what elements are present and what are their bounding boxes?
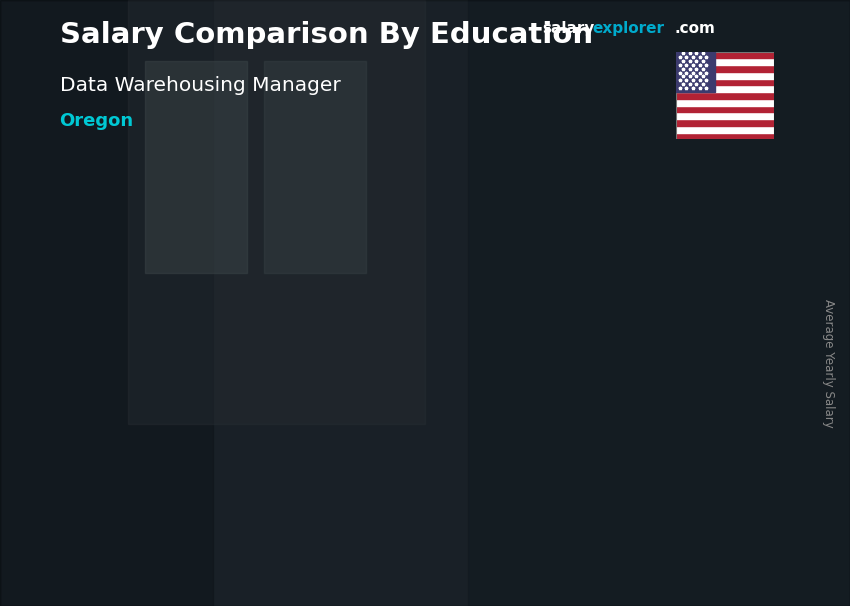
Bar (676, 52, 774, 58)
Bar (676, 92, 774, 99)
Text: Oregon: Oregon (60, 112, 133, 130)
Text: 171,000 USD: 171,000 USD (594, 257, 694, 272)
Text: Salary Comparison By Education: Salary Comparison By Education (60, 21, 592, 49)
Bar (676, 58, 774, 65)
Text: Data Warehousing Manager: Data Warehousing Manager (60, 76, 340, 95)
Bar (676, 112, 774, 119)
Bar (676, 85, 774, 92)
Bar (676, 99, 774, 105)
Polygon shape (110, 388, 225, 395)
Bar (676, 65, 774, 72)
Bar (676, 126, 774, 133)
Bar (598, 293, 690, 527)
Text: .com: .com (674, 21, 715, 36)
Bar (676, 79, 774, 85)
Polygon shape (354, 336, 469, 347)
Bar (468, 0, 850, 606)
Text: explorer: explorer (592, 21, 665, 36)
Bar (110, 395, 203, 527)
Polygon shape (203, 388, 225, 527)
Bar (676, 52, 715, 92)
Bar (354, 347, 371, 527)
Bar (354, 347, 447, 527)
Bar (110, 395, 128, 527)
Text: +37%: +37% (217, 285, 302, 311)
Bar (676, 133, 774, 139)
Text: Average Yearly Salary: Average Yearly Salary (822, 299, 836, 428)
Text: salary: salary (542, 21, 595, 36)
Text: +29%: +29% (461, 229, 546, 255)
Bar (676, 72, 774, 79)
Polygon shape (447, 336, 469, 527)
Bar (598, 293, 615, 527)
Bar (676, 105, 774, 112)
Polygon shape (598, 280, 712, 293)
Bar (264, 61, 366, 273)
Polygon shape (690, 280, 712, 527)
Bar (0, 0, 212, 606)
Text: 96,600 USD: 96,600 USD (111, 365, 202, 380)
Bar (676, 119, 774, 126)
Text: 132,000 USD: 132,000 USD (350, 313, 450, 328)
Bar (128, 0, 425, 424)
Bar (144, 61, 246, 273)
